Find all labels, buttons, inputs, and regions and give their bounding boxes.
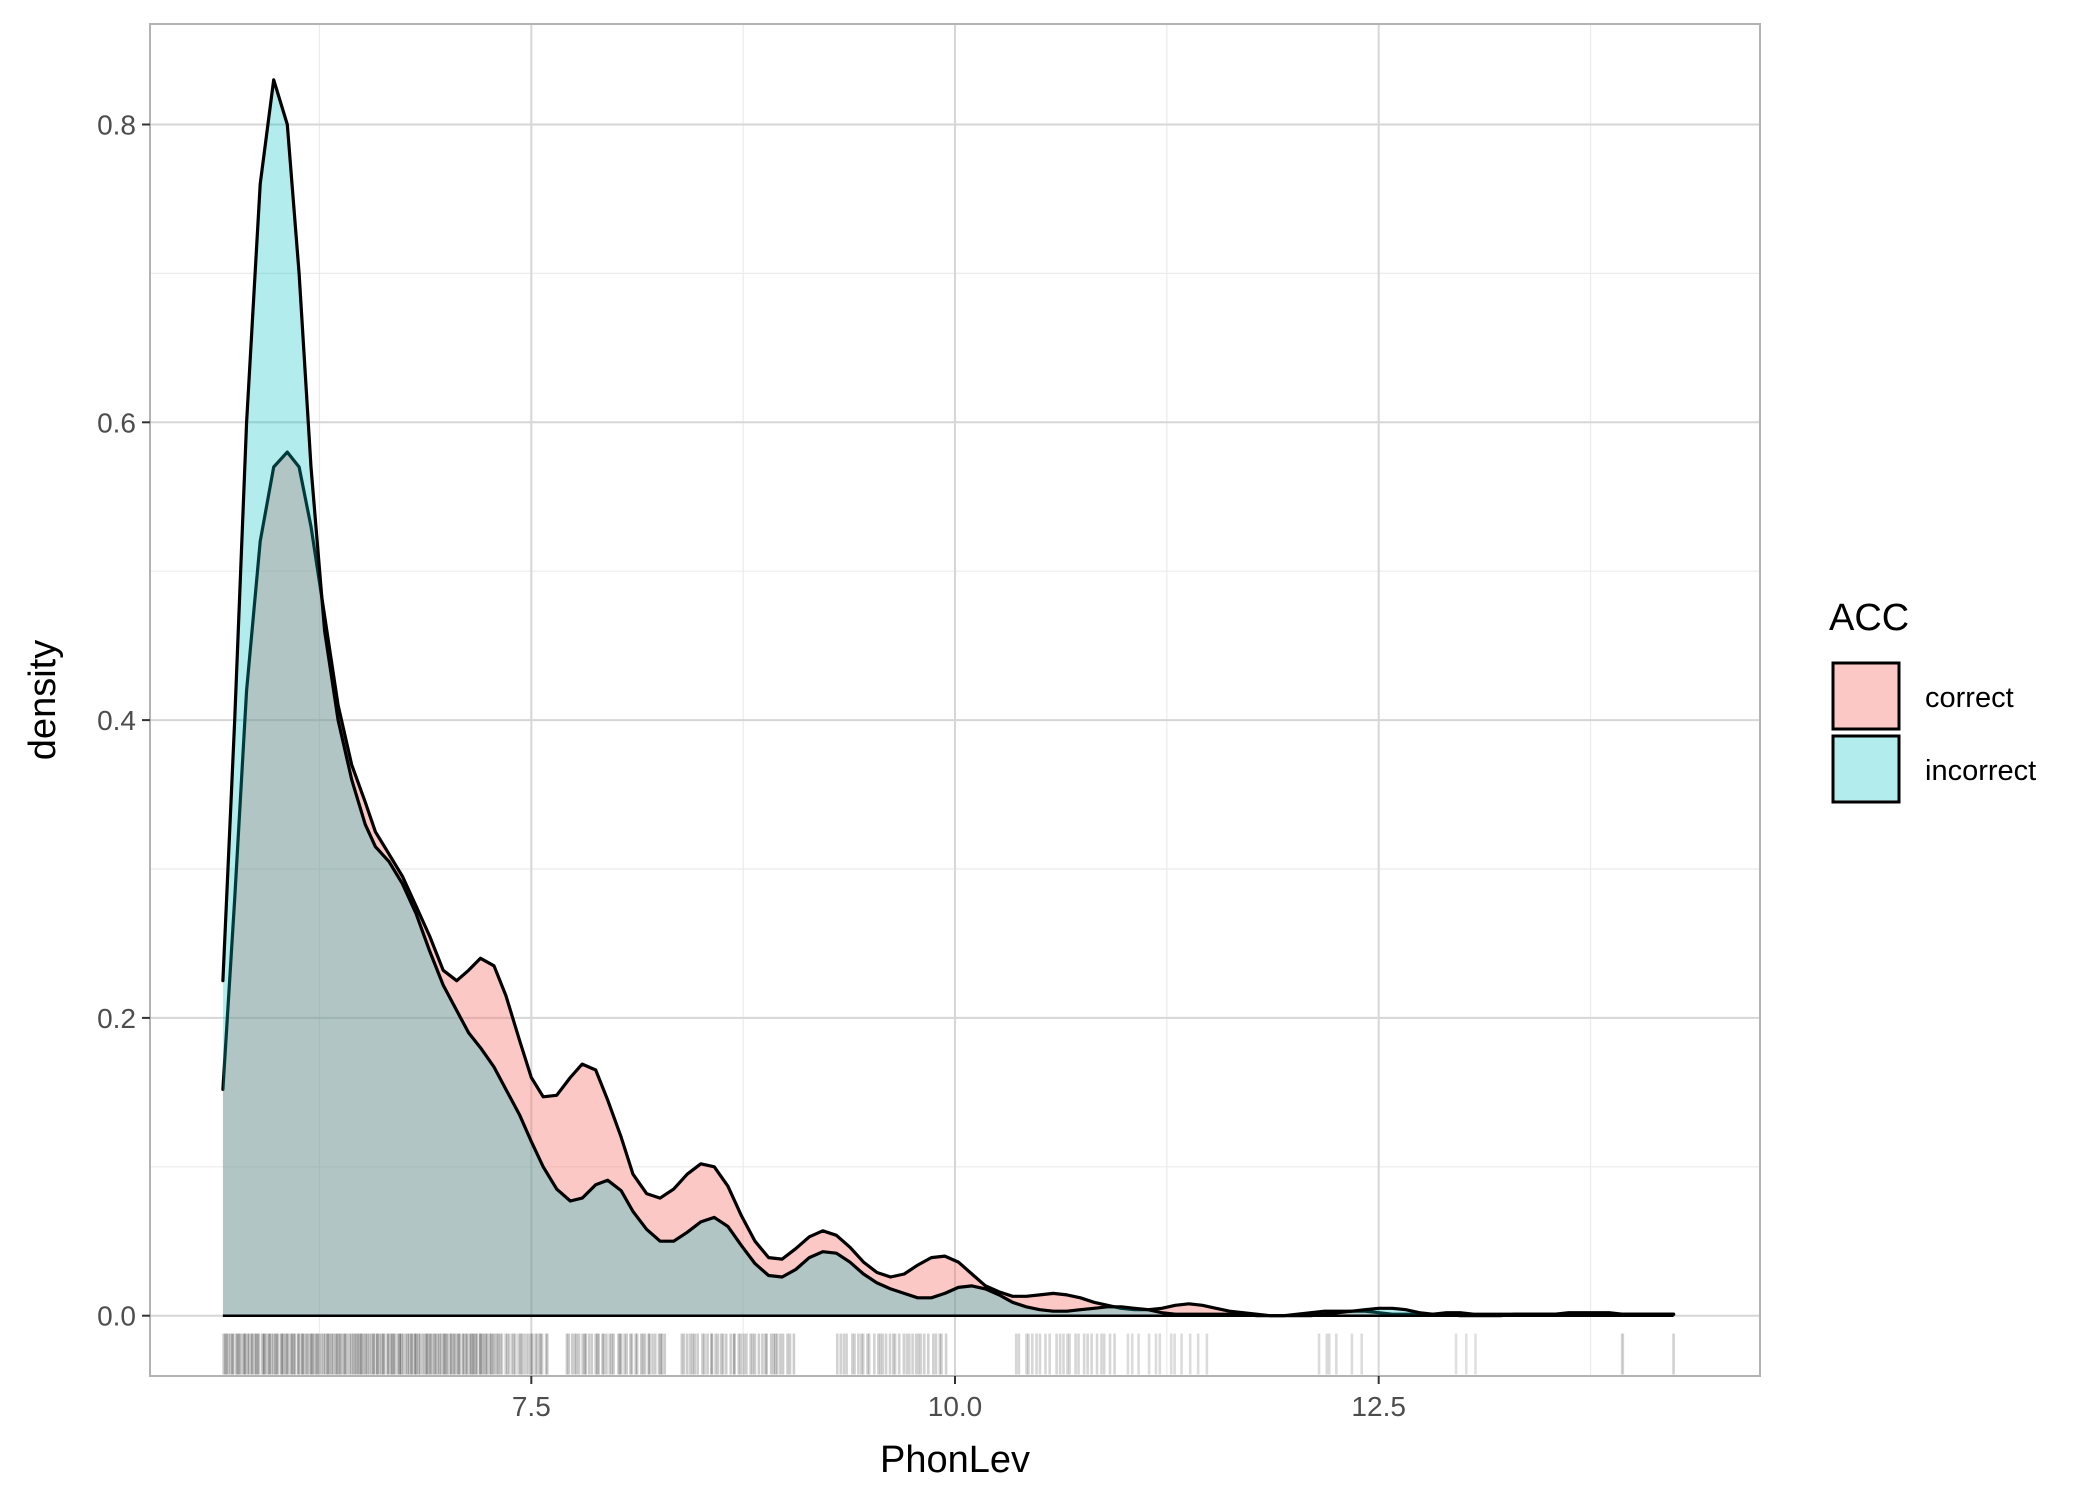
x-axis-title: PhonLev xyxy=(880,1439,1030,1481)
y-tick-label: 0.4 xyxy=(97,705,136,736)
axis-ticks: 0.0 0.2 0.4 0.6 0.8 7.5 10.0 12.5 xyxy=(97,110,1406,1422)
density-area-incorrect xyxy=(222,79,1674,1316)
x-tick-label: 12.5 xyxy=(1351,1391,1406,1422)
y-tick-label: 0.2 xyxy=(97,1003,136,1034)
y-tick-label: 0.8 xyxy=(97,110,136,141)
x-tick-label: 10.0 xyxy=(928,1391,983,1422)
legend-key-correct xyxy=(1831,661,1901,731)
legend-label-incorrect: incorrect xyxy=(1925,755,2036,787)
density-area-correct xyxy=(222,452,1674,1316)
y-tick-label: 0.6 xyxy=(97,407,136,438)
legend-item-incorrect: incorrect xyxy=(1831,734,2036,804)
legend-title: ACC xyxy=(1829,597,1909,639)
legend-key-incorrect xyxy=(1831,734,1901,804)
legend-item-correct: correct xyxy=(1831,661,2014,731)
y-axis-title: density xyxy=(22,640,64,760)
density-areas xyxy=(221,78,1676,1318)
x-tick-label: 7.5 xyxy=(512,1391,551,1422)
y-tick-label: 0.0 xyxy=(97,1301,136,1332)
density-line-incorrect xyxy=(221,78,1676,1318)
legend-label-correct: correct xyxy=(1925,682,2014,714)
legend: ACC correct incorrect xyxy=(1829,597,2036,804)
rug-marks xyxy=(222,1333,1675,1375)
